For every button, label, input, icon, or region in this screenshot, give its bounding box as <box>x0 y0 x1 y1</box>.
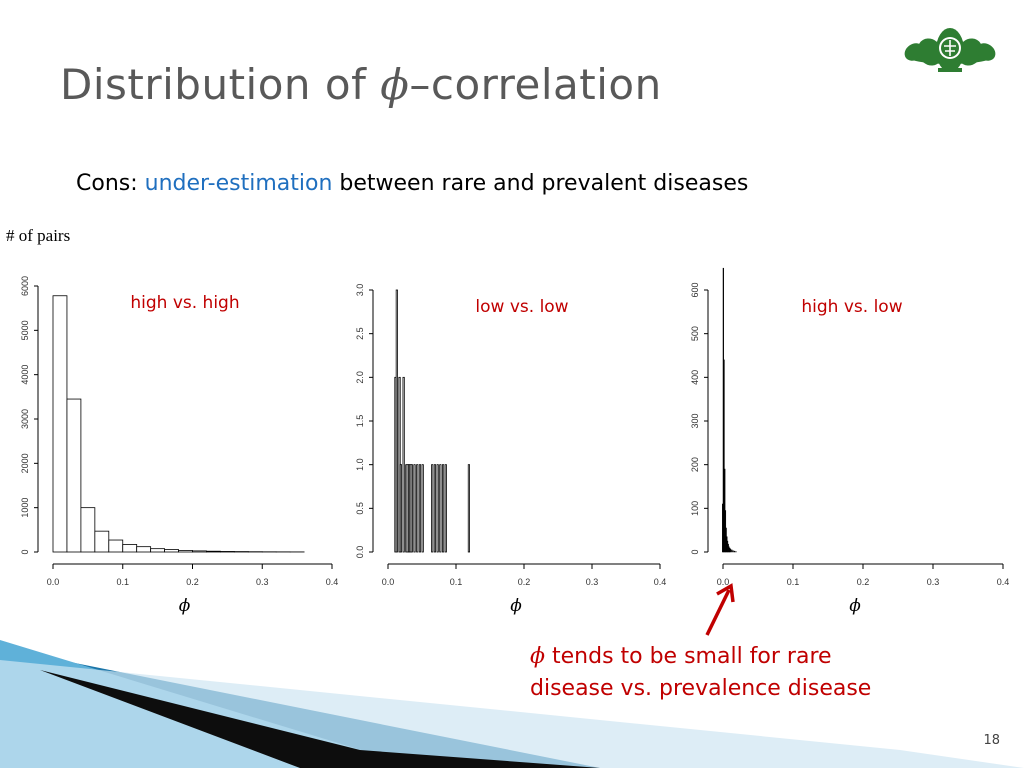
histogram-bar <box>431 464 434 553</box>
x-tick-label: 0.4 <box>326 577 339 587</box>
y-tick-label: 0.0 <box>355 546 365 559</box>
x-tick-label: 0.3 <box>256 577 269 587</box>
y-tick-label: 600 <box>690 282 700 297</box>
y-tick-label: 1.5 <box>355 415 365 428</box>
histogram-bar <box>433 464 436 553</box>
chart-title: high vs. low <box>801 297 902 317</box>
y-tick-label: 1.0 <box>355 458 365 471</box>
x-axis-label: ϕ <box>179 596 191 616</box>
histogram-bar <box>439 464 442 553</box>
histogram-high-vs-low: high vs. low 0.0 0.1 0.2 0.3 0.4 ϕ 0 100 200 300 40… <box>680 265 1024 639</box>
note-phi-symbol: ϕ <box>530 644 545 669</box>
x-tick-label: 0.3 <box>586 577 599 587</box>
histogram-bar <box>731 549 733 553</box>
x-axis-label: ϕ <box>849 596 861 616</box>
histogram-bar <box>178 550 193 553</box>
x-tick-label: 0.2 <box>518 577 531 587</box>
y-tick-label: 2.0 <box>355 371 365 384</box>
y-tick-label: 100 <box>690 501 700 516</box>
histogram-bar <box>442 464 445 553</box>
histogram-bar <box>402 376 405 553</box>
y-tick-label: 0 <box>20 549 30 554</box>
histogram-bar <box>395 289 398 553</box>
y-tick-label: 400 <box>690 370 700 385</box>
histogram-bar <box>94 530 110 553</box>
histogram-bar <box>410 464 413 553</box>
histogram-bar <box>80 507 96 553</box>
histogram-bar <box>421 464 424 553</box>
lotus-emblem-icon <box>904 28 996 72</box>
histogram-bar <box>136 546 152 553</box>
y-tick-label: 6000 <box>20 276 30 296</box>
title-phi-symbol: ϕ <box>380 60 410 109</box>
subtitle-prefix: Cons <box>76 171 131 196</box>
histogram-bar <box>413 464 416 553</box>
histogram-bar <box>467 464 470 553</box>
red-arrow-icon <box>705 583 735 636</box>
histogram-bar <box>150 548 165 553</box>
y-tick-label: 0 <box>690 549 700 554</box>
slide-subtitle: Cons: under-estimation between rare and … <box>76 171 748 196</box>
histogram-bar <box>219 551 235 553</box>
y-tick-label: 3.0 <box>355 284 365 297</box>
histogram-bar <box>723 359 725 553</box>
y-tick-label: 2.5 <box>355 327 365 340</box>
title-text-end: –correlation <box>409 60 662 109</box>
histogram-bar <box>399 464 403 553</box>
histogram-bar <box>418 464 422 553</box>
chart-title: high vs. high <box>130 293 239 313</box>
x-tick-label: 0.0 <box>717 577 730 587</box>
histogram-bar <box>444 464 447 553</box>
subtitle-rest: between rare and prevalent diseases <box>332 171 749 196</box>
y-tick-label: 4000 <box>20 365 30 385</box>
y-axis-note: # of pairs <box>6 226 71 245</box>
histogram-high-vs-high: high vs. high 0.0 0.1 0.2 0.3 0.4 ϕ 0 1000 2000 30… <box>0 265 345 639</box>
y-tick-label: 500 <box>690 326 700 341</box>
y-tick-label: 5000 <box>20 320 30 340</box>
histogram-bar <box>122 544 138 553</box>
histogram-bar <box>729 548 731 553</box>
histogram-low-vs-low: low vs. low 0.0 0.1 0.2 0.3 0.4 ϕ 0.0 0.5 1.0 1.5 2… <box>345 265 680 639</box>
histogram-bar <box>164 549 179 553</box>
histogram-bar <box>52 295 68 553</box>
x-tick-label: 0.3 <box>927 577 940 587</box>
histogram-bar <box>733 550 736 553</box>
subtitle-colon: : <box>130 171 145 196</box>
histogram-bar <box>732 550 734 553</box>
histogram-bar <box>108 539 124 553</box>
x-tick-label: 0.0 <box>382 577 395 587</box>
slide-title: Distribution of ϕ–correlation <box>60 60 662 109</box>
x-tick-label: 0.1 <box>116 577 129 587</box>
x-tick-label: 0.4 <box>654 577 667 587</box>
x-tick-label: 0.1 <box>787 577 800 587</box>
histogram-bar <box>192 550 207 553</box>
x-tick-label: 0.1 <box>450 577 463 587</box>
histogram-bar <box>66 398 82 553</box>
x-tick-label: 0.4 <box>997 577 1010 587</box>
x-axis-label: ϕ <box>510 596 522 616</box>
bottom-decoration <box>0 640 1024 768</box>
annotation-note: ϕ tends to be small for rare disease vs.… <box>530 641 871 705</box>
note-line-1: ϕ tends to be small for rare <box>530 641 871 673</box>
subtitle-highlight: under-estimation <box>144 171 333 196</box>
x-tick-label: 0.2 <box>186 577 199 587</box>
y-tick-label: 1000 <box>20 498 30 518</box>
histogram-bar <box>436 464 439 553</box>
histogram-bar <box>416 464 419 553</box>
y-tick-label: 300 <box>690 413 700 428</box>
note-line-2: disease vs. prevalence disease <box>530 676 872 701</box>
histogram-bar <box>206 550 221 553</box>
x-tick-label: 0.0 <box>47 577 60 587</box>
chart-title: low vs. low <box>475 297 568 317</box>
y-tick-label: 2000 <box>20 453 30 473</box>
title-text-start: Distribution of <box>60 60 381 109</box>
y-tick-label: 200 <box>690 457 700 472</box>
x-tick-label: 0.2 <box>857 577 870 587</box>
page-number: 18 <box>983 733 1000 748</box>
y-tick-label: 3000 <box>20 409 30 429</box>
note-line-1-text: tends to be small for rare <box>545 644 832 669</box>
y-tick-label: 0.5 <box>355 502 365 515</box>
